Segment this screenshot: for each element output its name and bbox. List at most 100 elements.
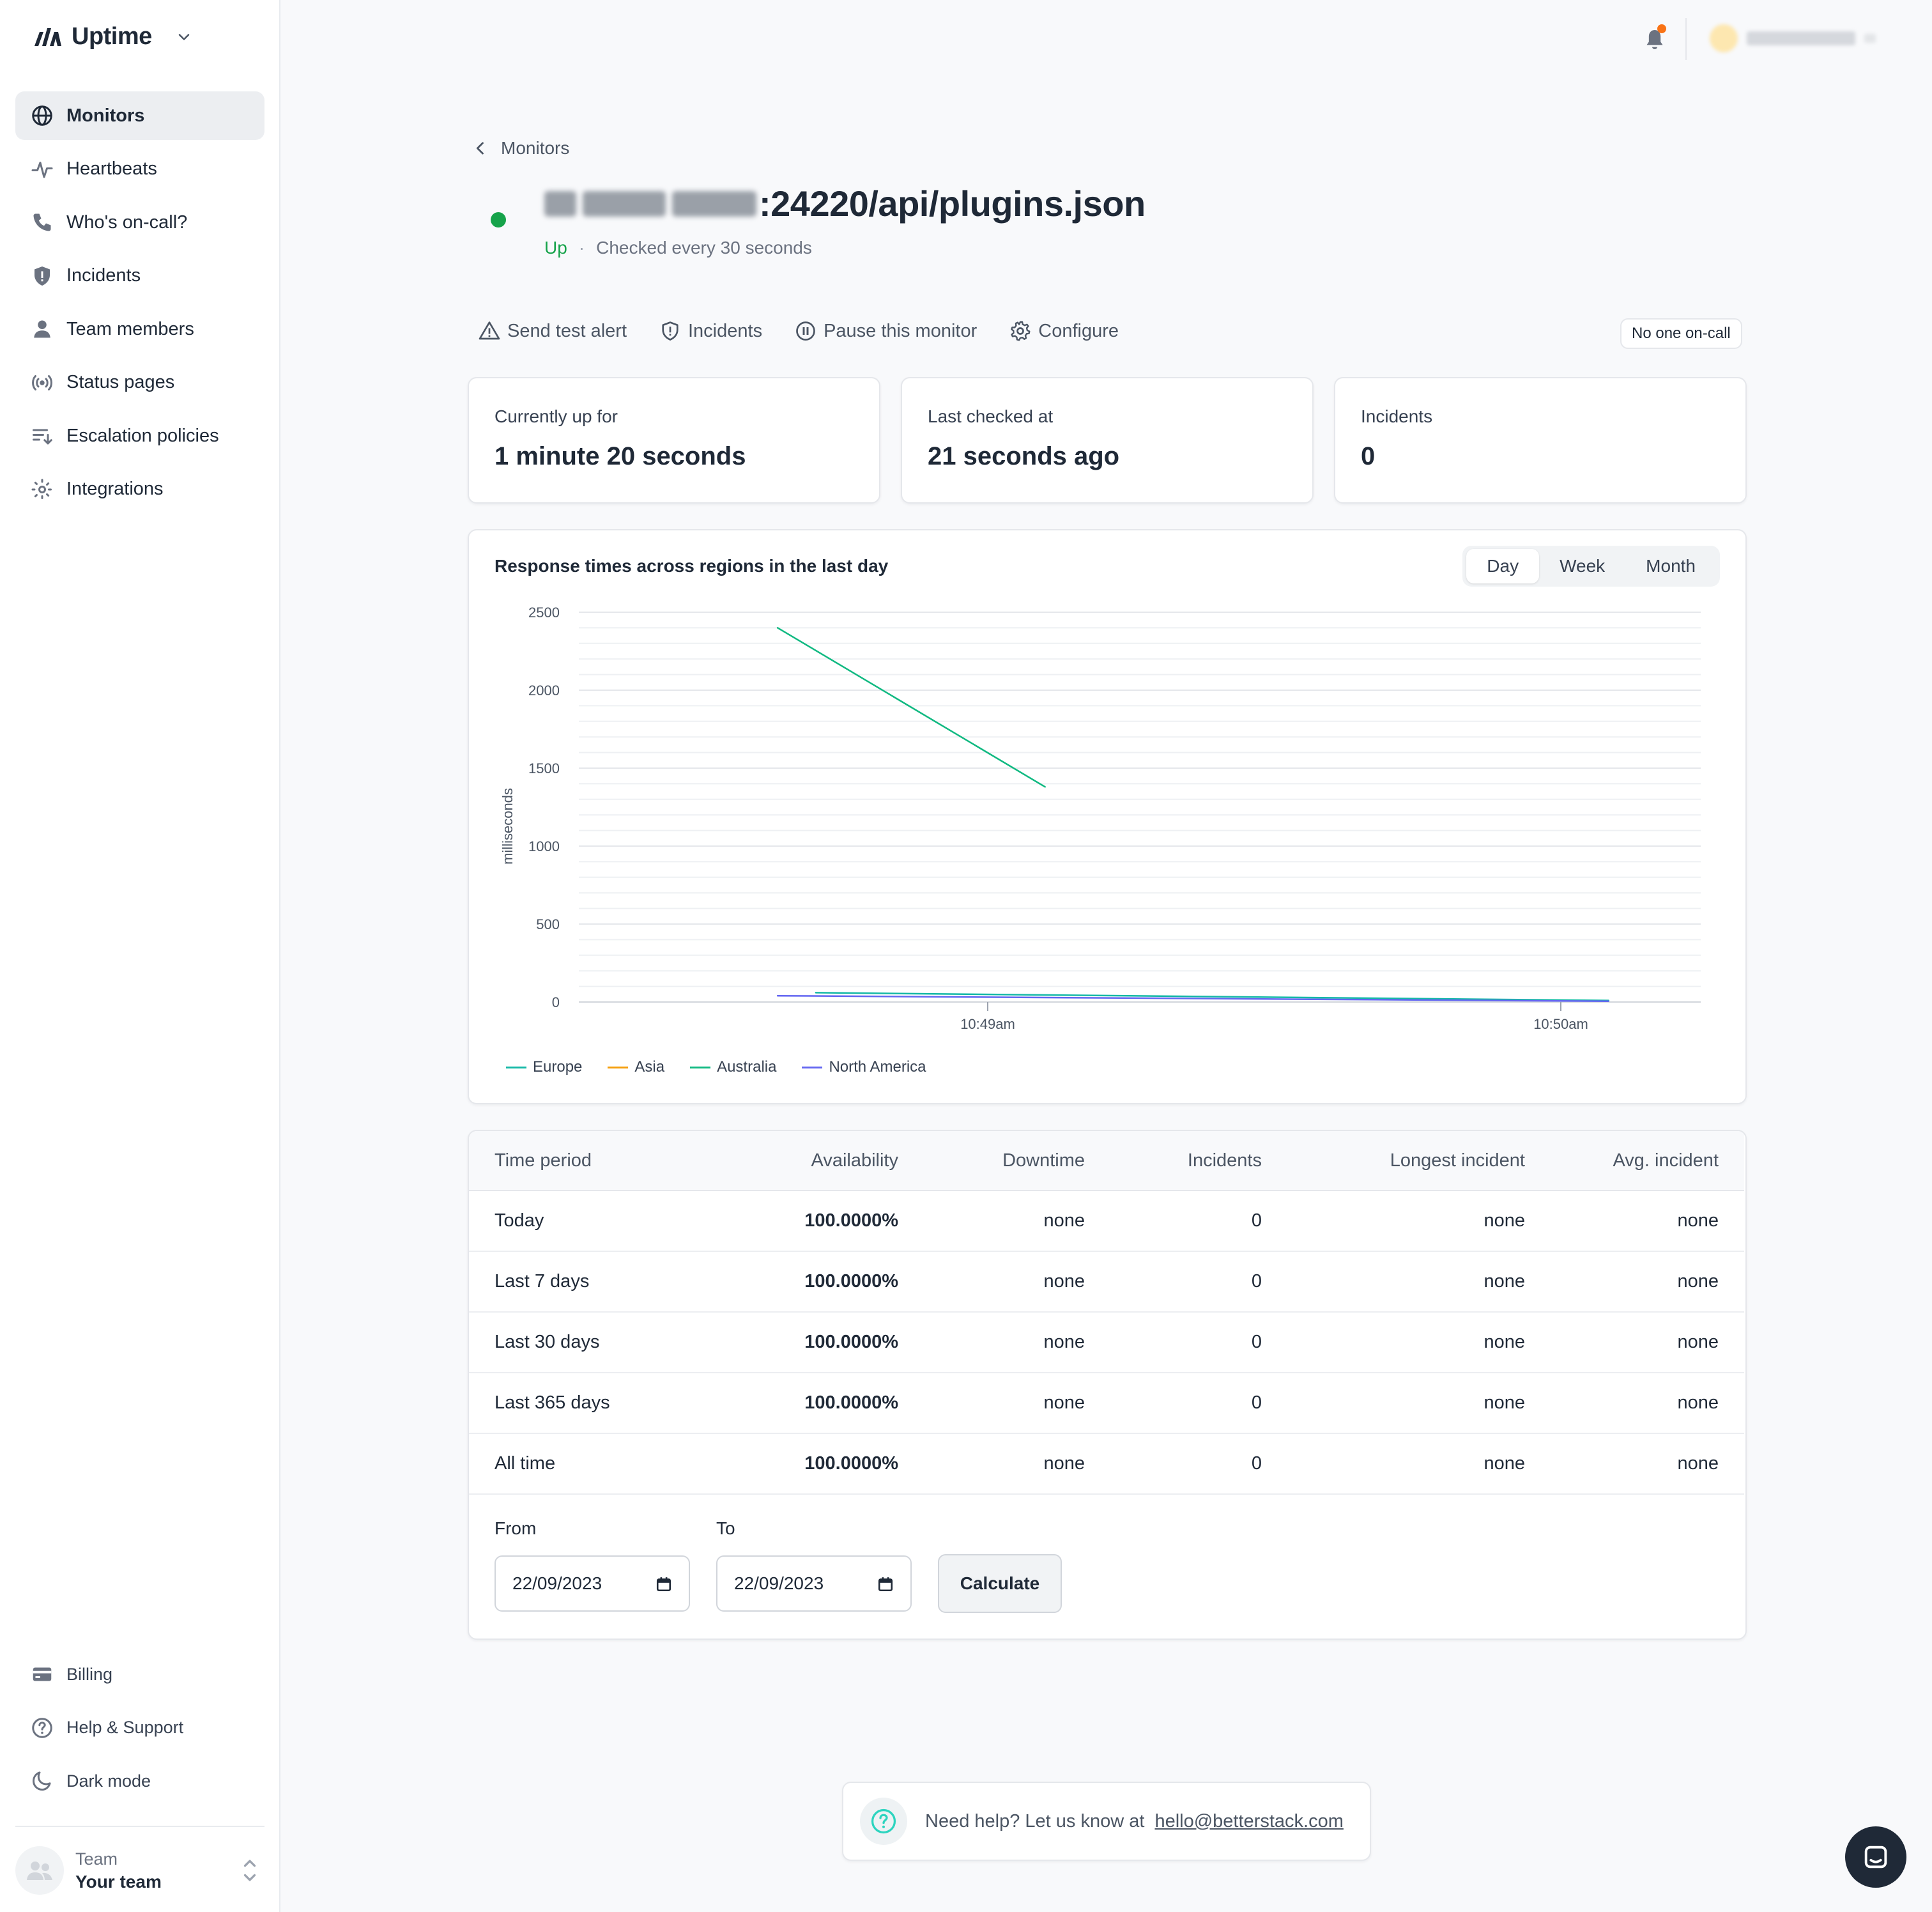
- table-cell: none: [1526, 1373, 1744, 1434]
- table-cell: none: [899, 1251, 1085, 1313]
- column-header: Longest incident: [1262, 1131, 1526, 1191]
- from-date-input[interactable]: 22/09/2023: [494, 1555, 690, 1612]
- sidebar-item-label: Team members: [66, 318, 194, 339]
- legend-item[interactable]: North America: [802, 1058, 926, 1076]
- column-header: Availability: [706, 1131, 899, 1191]
- table-cell: 100.0000%: [706, 1251, 899, 1313]
- back-label: Monitors: [501, 138, 570, 158]
- chat-widget-button[interactable]: [1845, 1826, 1906, 1888]
- calculate-button[interactable]: Calculate: [938, 1554, 1062, 1613]
- team-switcher[interactable]: Team Your team: [15, 1842, 264, 1899]
- y-tick-label: 0: [552, 994, 560, 1010]
- calendar-icon: [878, 1577, 893, 1592]
- table-cell: none: [1262, 1191, 1526, 1252]
- monitor-actions: Send test alert Incidents Pause this mon…: [478, 320, 1151, 343]
- table-row: All time 100.0000% none 0 none none: [469, 1433, 1744, 1495]
- team-label: Team: [75, 1849, 118, 1869]
- incidents-button[interactable]: Incidents: [659, 320, 762, 343]
- stat-card-uptime: Currently up for 1 minute 20 seconds: [468, 377, 880, 504]
- stat-value: 0: [1361, 442, 1376, 470]
- back-to-monitors-link[interactable]: Monitors: [471, 138, 569, 158]
- table-cell: 0: [1085, 1433, 1262, 1495]
- table-header-row: Time period Availability Downtime Incide…: [469, 1131, 1744, 1191]
- configure-button[interactable]: Configure: [1009, 320, 1119, 343]
- redacted-hostname: [544, 190, 756, 217]
- table-cell: 0: [1085, 1251, 1262, 1313]
- sidebar-item-label: Dark mode: [66, 1771, 151, 1791]
- sidebar-item-billing[interactable]: Billing: [15, 1650, 264, 1699]
- from-label: From: [494, 1518, 537, 1538]
- legend-item[interactable]: Australia: [690, 1058, 776, 1076]
- divider: [1685, 18, 1687, 60]
- y-tick-label: 1500: [528, 760, 560, 776]
- legend-item[interactable]: Asia: [608, 1058, 664, 1076]
- legend-item[interactable]: Europe: [506, 1058, 582, 1076]
- person-icon: [34, 320, 50, 338]
- heartbeat-icon: [31, 161, 53, 178]
- table-cell: none: [1262, 1312, 1526, 1373]
- chevron-left-icon: [476, 142, 484, 155]
- sidebar-nav: Monitors Heartbeats Who's on-call? Incid…: [15, 91, 264, 518]
- sidebar-item-label: Help & Support: [66, 1718, 184, 1737]
- to-date-input[interactable]: 22/09/2023: [716, 1555, 912, 1612]
- escalation-icon: [33, 429, 52, 445]
- shield-icon: [34, 266, 50, 286]
- notifications-bell-icon[interactable]: [1642, 27, 1667, 52]
- help-text: Need help? Let us know at hello@betterst…: [925, 1811, 1344, 1832]
- send-test-alert-button[interactable]: Send test alert: [478, 320, 627, 343]
- stat-label: Currently up for: [494, 406, 618, 426]
- table-cell: none: [899, 1433, 1085, 1495]
- monitor-subtitle: Up · Checked every 30 seconds: [544, 238, 812, 258]
- app-name: Uptime: [72, 23, 152, 50]
- chevron-down-icon: [178, 33, 190, 40]
- sidebar: Uptime Monitors Heartbeats Who's on-call…: [0, 0, 280, 1912]
- sidebar-item-monitors[interactable]: Monitors: [15, 91, 264, 140]
- legend-swatch: [690, 1066, 711, 1068]
- sidebar-item-dark-mode[interactable]: Dark mode: [15, 1757, 264, 1805]
- oncall-badge[interactable]: No one on-call: [1620, 318, 1742, 349]
- stat-value: 1 minute 20 seconds: [494, 442, 746, 470]
- pause-monitor-button[interactable]: Pause this monitor: [794, 320, 977, 343]
- sidebar-item-integrations[interactable]: Integrations: [15, 465, 264, 514]
- series-line-australia: [776, 627, 1046, 788]
- legend-label: Australia: [717, 1058, 777, 1076]
- column-header: Avg. incident: [1526, 1131, 1744, 1191]
- sidebar-item-label: Escalation policies: [66, 425, 219, 446]
- y-axis-label: milliseconds: [500, 788, 516, 865]
- sidebar-item-help-support[interactable]: Help & Support: [15, 1704, 264, 1752]
- support-email-link[interactable]: hello@betterstack.com: [1154, 1810, 1344, 1831]
- gear-icon: [1011, 321, 1031, 341]
- help-message: Need help? Let us know at: [925, 1810, 1145, 1831]
- table-cell: none: [1526, 1251, 1744, 1313]
- range-day-button[interactable]: Day: [1466, 549, 1540, 583]
- sidebar-item-on-call[interactable]: Who's on-call?: [15, 198, 264, 247]
- x-tick-label: 10:50am: [1533, 1016, 1588, 1032]
- sidebar-item-incidents[interactable]: Incidents: [15, 252, 264, 300]
- range-month-button[interactable]: Month: [1646, 556, 1696, 576]
- monitor-url-suffix: :24220/api/plugins.json: [759, 183, 1146, 224]
- y-tick-label: 2000: [528, 682, 560, 698]
- moon-icon: [33, 1771, 51, 1791]
- range-week-button[interactable]: Week: [1560, 556, 1606, 576]
- table-cell: Last 365 days: [469, 1373, 706, 1434]
- y-tick-label: 2500: [528, 605, 560, 621]
- sidebar-item-team-members[interactable]: Team members: [15, 305, 264, 353]
- sidebar-item-escalation-policies[interactable]: Escalation policies: [15, 412, 264, 460]
- help-circle-icon: [860, 1798, 907, 1845]
- action-label: Incidents: [688, 320, 763, 341]
- table-row: Last 365 days 100.0000% none 0 none none: [469, 1373, 1744, 1434]
- table-cell: All time: [469, 1433, 706, 1495]
- chat-icon: [1864, 1846, 1887, 1869]
- legend-swatch: [608, 1066, 629, 1068]
- sidebar-item-heartbeats[interactable]: Heartbeats: [15, 145, 264, 194]
- stat-card-last-checked: Last checked at 21 seconds ago: [901, 377, 1314, 504]
- table-cell: Last 7 days: [469, 1251, 706, 1313]
- table-cell: 0: [1085, 1312, 1262, 1373]
- sidebar-item-status-pages[interactable]: Status pages: [15, 358, 264, 407]
- sidebar-item-label: Status pages: [66, 372, 175, 392]
- credit-card-icon: [33, 1667, 52, 1681]
- pause-icon: [796, 321, 815, 341]
- app-switcher[interactable]: Uptime: [33, 23, 193, 50]
- table-cell: none: [1526, 1191, 1744, 1252]
- user-menu[interactable]: [1710, 24, 1882, 52]
